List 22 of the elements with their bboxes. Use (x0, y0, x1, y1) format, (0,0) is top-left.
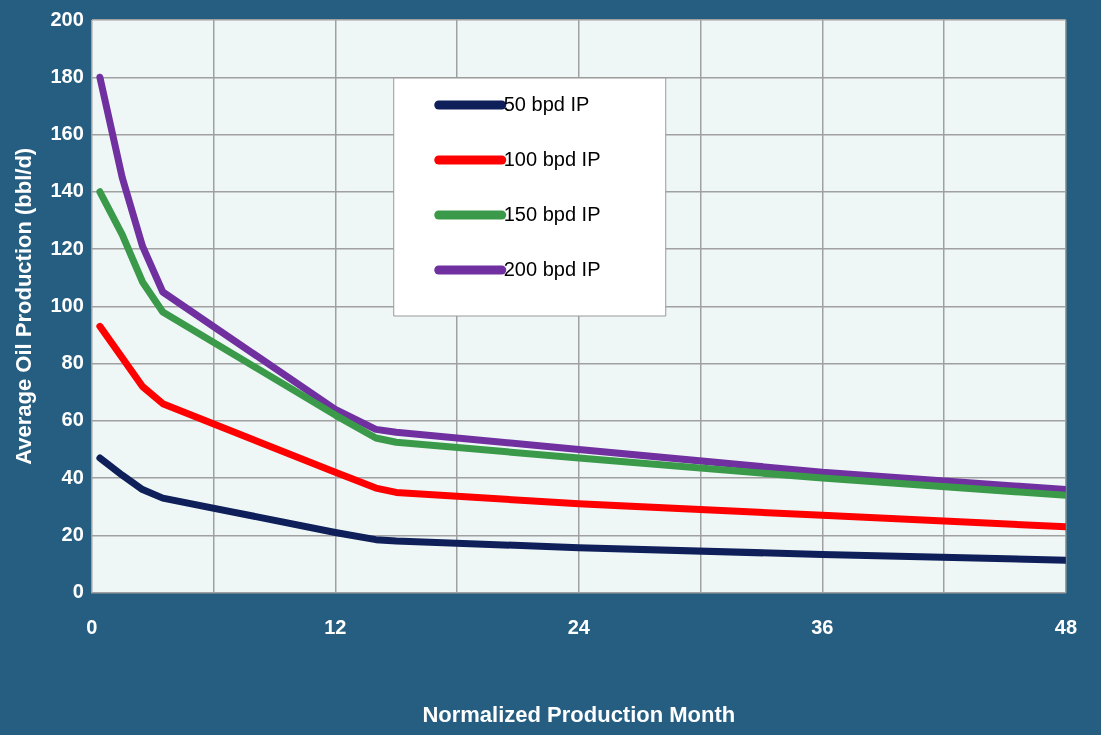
y-tick-label: 20 (61, 522, 84, 545)
y-tick-label: 200 (50, 7, 84, 30)
y-tick-label: 60 (61, 408, 84, 431)
y-tick-label: 40 (61, 465, 84, 488)
legend-label: 100 bpd IP (503, 147, 601, 170)
x-tick-label: 24 (567, 616, 591, 639)
y-tick-label: 180 (50, 64, 84, 87)
legend-label: 200 bpd IP (503, 257, 601, 280)
y-tick-label: 80 (61, 351, 84, 374)
x-tick-label: 36 (811, 616, 834, 639)
y-tick-label: 100 (50, 293, 84, 316)
y-tick-label: 120 (50, 236, 84, 259)
legend-label: 150 bpd IP (503, 202, 601, 225)
x-tick-label: 12 (324, 616, 347, 639)
y-tick-label: 0 (72, 580, 84, 603)
y-tick-label: 160 (50, 122, 84, 145)
x-axis-title: Normalized Production Month (422, 701, 736, 727)
y-axis-title: Average Oil Production (bbl/d) (11, 147, 37, 465)
y-tick-label: 140 (50, 179, 84, 202)
x-tick-label: 48 (1054, 616, 1077, 639)
legend-label: 50 bpd IP (503, 92, 590, 115)
x-tick-label: 0 (86, 616, 98, 639)
